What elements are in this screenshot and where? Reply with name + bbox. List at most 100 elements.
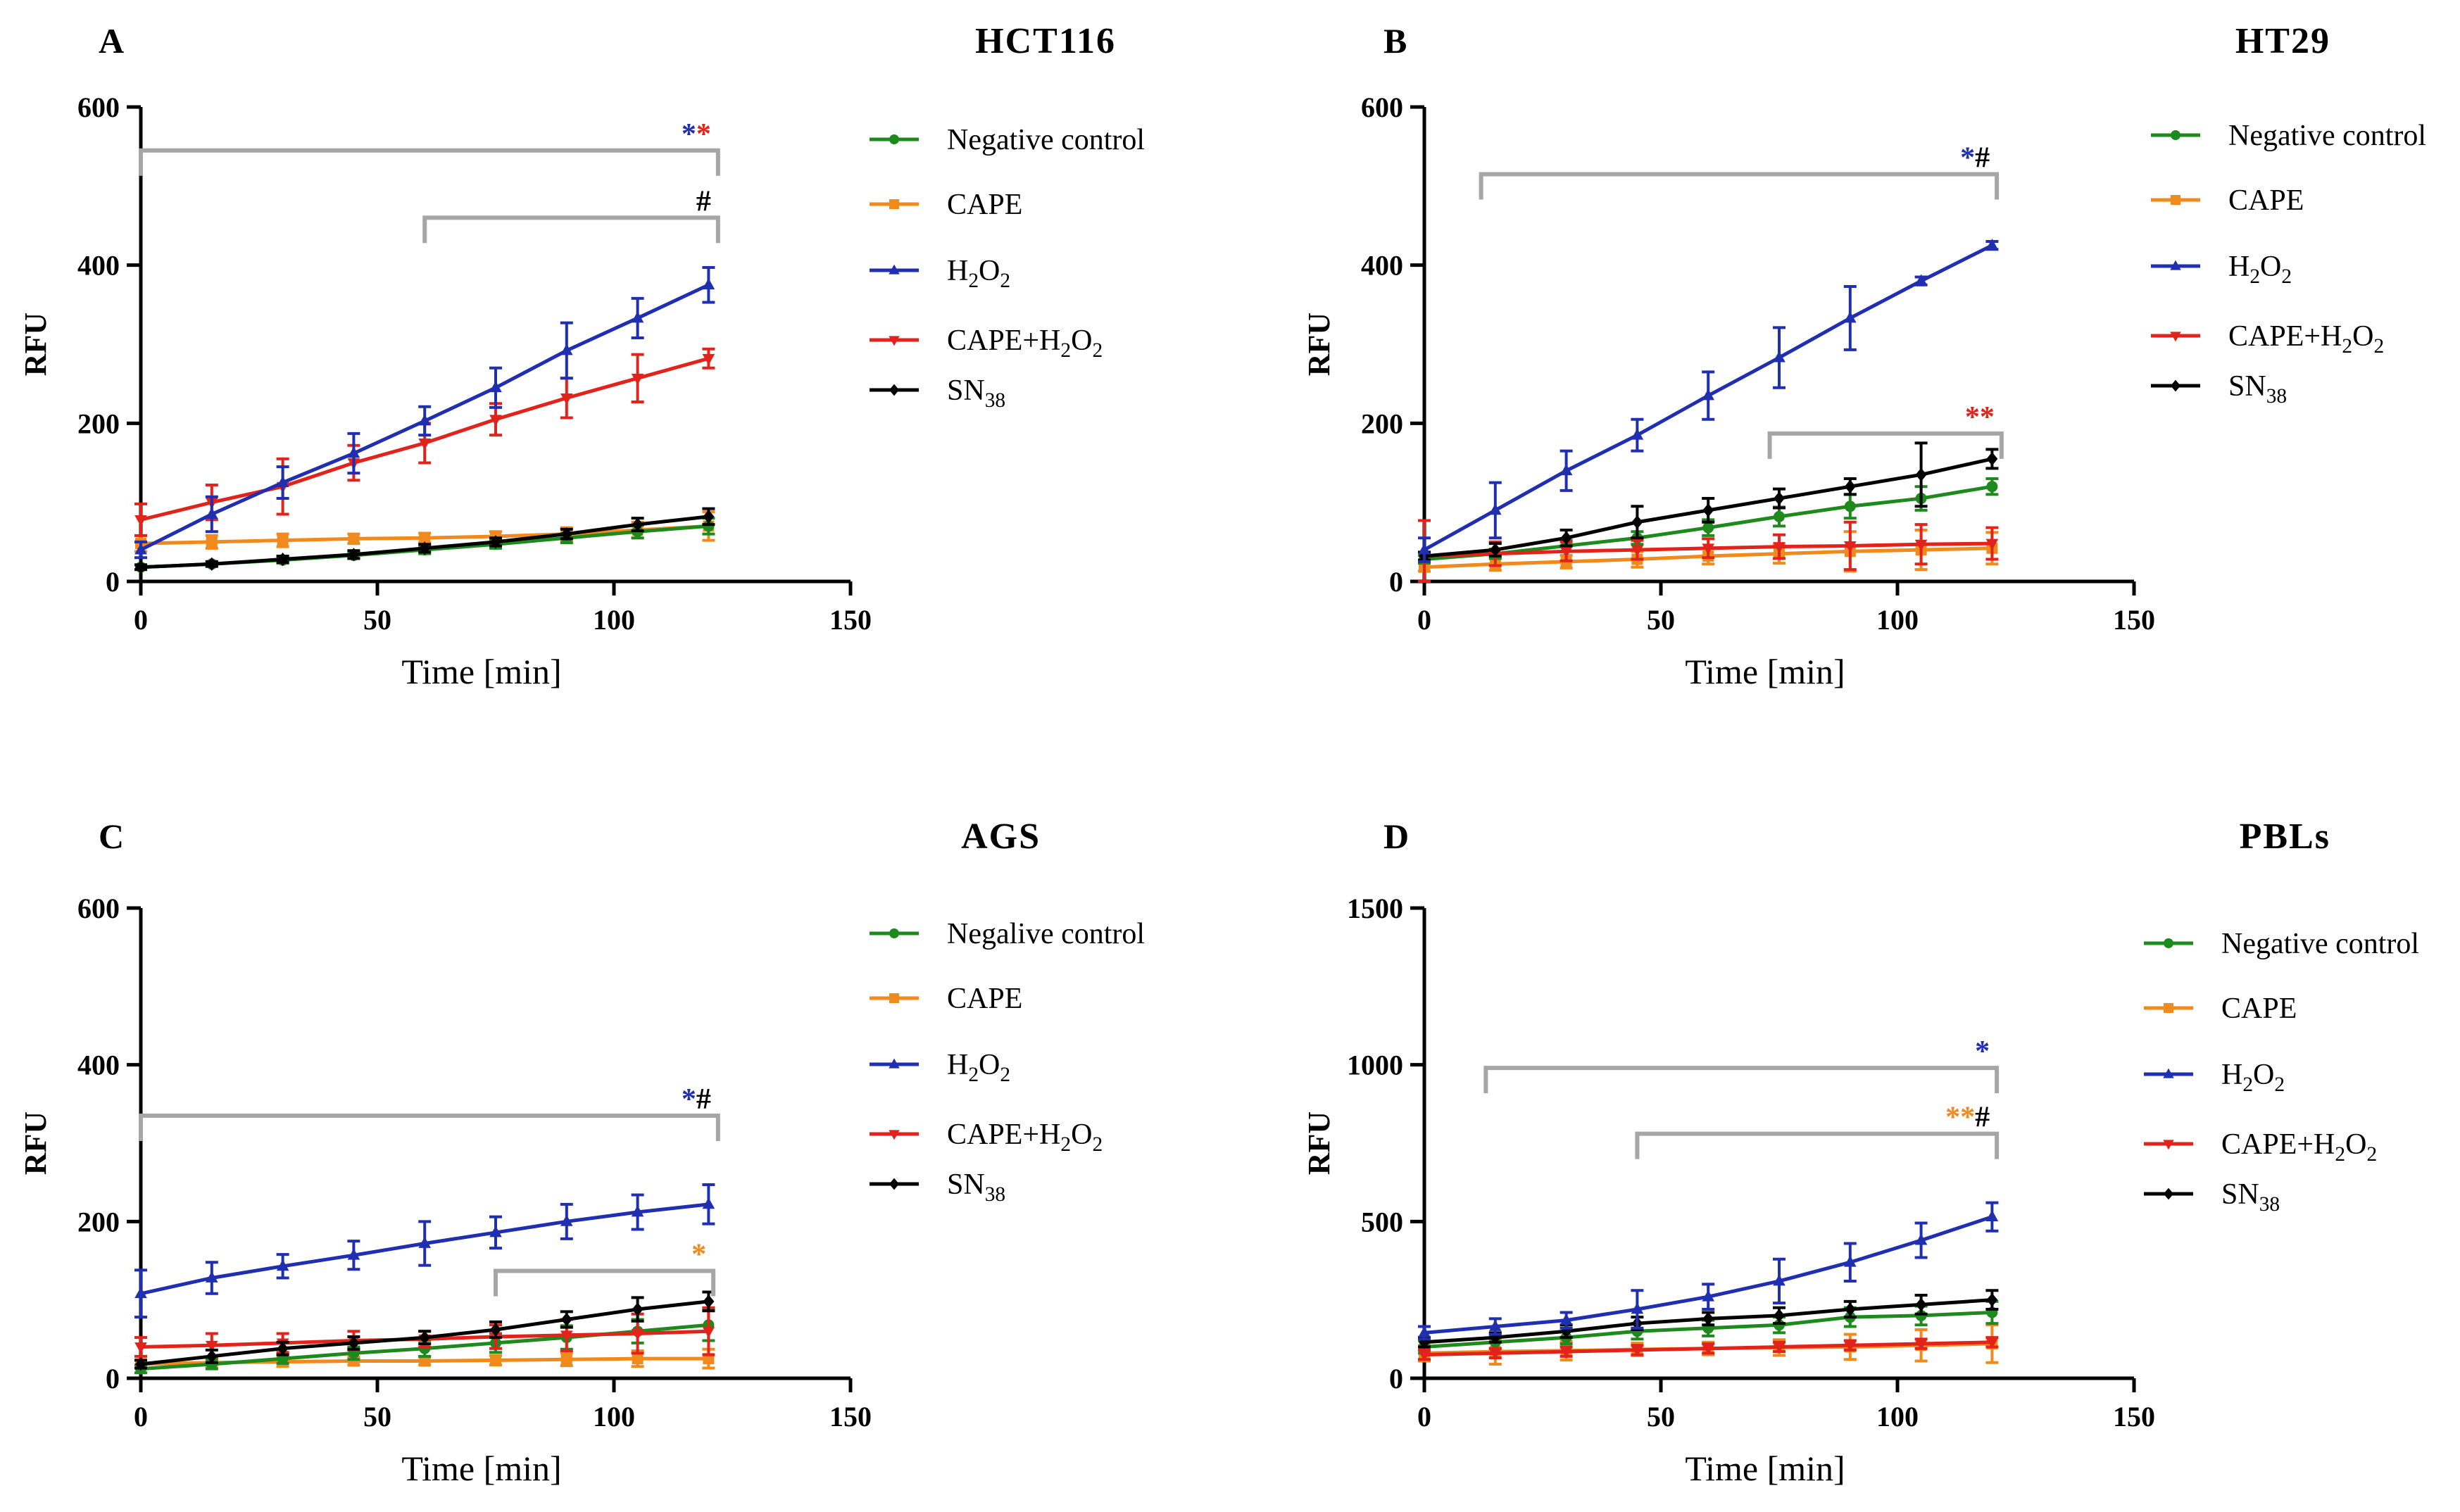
legend-label: Negative control: [2228, 120, 2426, 152]
triangle-marker: [206, 507, 218, 519]
triangle-marker: [560, 1214, 573, 1226]
triangle-down-marker: [1985, 538, 1999, 550]
triangle-marker: [2163, 1068, 2174, 1078]
triangle-marker: [1702, 1290, 1714, 1302]
circle-marker: [2171, 130, 2180, 140]
diamond-marker: [1702, 1311, 1714, 1325]
diamond-marker: [1631, 515, 1643, 529]
subscript-digit: 2: [2342, 335, 2352, 358]
significance-marks: *#: [682, 1083, 711, 1116]
label-text: O: [1071, 1119, 1092, 1151]
square-marker: [348, 533, 360, 545]
x-tick-label: 50: [363, 1401, 391, 1432]
label-text: CAPE: [947, 983, 1022, 1015]
diamond-marker: [1986, 1293, 1998, 1307]
triangle-marker: [702, 1197, 715, 1209]
y-tick-label: 200: [77, 1206, 120, 1237]
significance-mark: #: [1975, 1102, 1990, 1134]
significance-marks: *: [1975, 1035, 1990, 1068]
x-axis-label: Time [min]: [401, 652, 561, 691]
diamond-marker: [419, 1330, 431, 1344]
y-tick-label: 0: [106, 566, 120, 598]
square-marker: [889, 993, 899, 1003]
significance-bracket: **: [139, 118, 720, 176]
label-text: SN: [947, 374, 985, 407]
triangle-marker: [1773, 1274, 1786, 1286]
significance-mark: **: [1965, 401, 1995, 434]
diamond-marker: [1774, 1309, 1785, 1323]
significance-mark: **: [1945, 1102, 1975, 1134]
subscript-digit: 38: [985, 1183, 1005, 1206]
legend-item-cape-h2o2: CAPE+H2​O2​: [870, 325, 1103, 362]
triangle-marker: [889, 1058, 900, 1069]
legend-label: H2​O2​: [947, 1049, 1010, 1086]
square-marker: [206, 536, 218, 548]
legend-label: H2​O2​: [2221, 1059, 2285, 1096]
y-tick-label: 200: [1361, 408, 1403, 439]
triangle-marker: [1844, 311, 1857, 323]
legend-item-h2o2: H2​O2​: [2144, 1059, 2285, 1096]
significance-bracket: *: [494, 1238, 716, 1297]
circle-marker: [1774, 510, 1785, 522]
triangle-down-marker: [1560, 1347, 1573, 1359]
significance-bracket: **#: [1635, 1102, 2000, 1159]
diamond-marker: [703, 510, 715, 524]
triangle-marker: [1631, 428, 1644, 440]
legend: Negative control CAPE H2​O2​ CAPE+H2​O2​ SN3…: [2144, 928, 2419, 1216]
label-text: H: [2228, 251, 2249, 283]
triangle-down-marker: [1914, 539, 1928, 551]
triangle-down-marker: [560, 393, 573, 405]
y-tick-label: 400: [1361, 250, 1403, 282]
subscript-digit: 2: [2274, 1073, 2285, 1096]
diamond-marker: [490, 1323, 501, 1337]
triangle-marker: [347, 1248, 360, 1260]
bracket-line: [139, 148, 720, 176]
x-tick-label: 50: [1647, 604, 1675, 636]
triangle-marker: [489, 1226, 502, 1237]
triangle-marker: [489, 381, 502, 393]
series-sn38: [134, 507, 715, 574]
legend-label: Negative control: [2221, 928, 2419, 960]
diamond-marker: [348, 548, 360, 562]
label-text: O: [2345, 1128, 2366, 1161]
subscript-digit: 2: [1000, 270, 1010, 292]
bracket-line: [1483, 1066, 2000, 1094]
legend-label: CAPE+H2​O2​: [2221, 1128, 2377, 1166]
diamond-marker: [490, 535, 501, 549]
significance-mark: #: [696, 185, 711, 218]
legend: Negative control CAPE H2​O2​ CAPE+H2​O2​ SN3…: [870, 124, 1145, 412]
legend-item-cape-h2o2: CAPE+H2​O2​: [2151, 320, 2384, 358]
triangle-down-marker: [1418, 1350, 1431, 1362]
circle-marker: [1844, 500, 1856, 512]
subscript-digit: 2: [2242, 1073, 2253, 1096]
diamond-marker: [277, 552, 289, 567]
triangle-marker: [1560, 1313, 1573, 1325]
y-tick-label: 0: [1389, 1363, 1403, 1394]
triangle-marker: [1631, 1302, 1644, 1314]
diamond-marker: [1489, 543, 1501, 557]
legend-label: SN38​: [947, 1168, 1005, 1206]
x-tick-label: 0: [1417, 1401, 1431, 1432]
panel-letter: C: [99, 817, 124, 856]
subscript-digit: 2: [1060, 339, 1071, 362]
triangle-marker: [276, 1259, 289, 1271]
triangle-down-marker: [1844, 1340, 1857, 1352]
square-marker: [419, 1355, 431, 1367]
significance-bracket: *: [1483, 1035, 2000, 1094]
label-text: H: [947, 255, 968, 287]
triangle-down-marker: [702, 1326, 715, 1338]
circle-marker: [1986, 481, 1998, 493]
square-marker: [419, 532, 431, 544]
chart-title: HT29: [2235, 21, 2330, 61]
x-tick-label: 100: [1876, 1401, 1919, 1432]
triangle-marker: [1702, 389, 1714, 401]
triangle-down-marker: [489, 415, 502, 427]
y-axis-label: RFU: [1302, 1111, 1336, 1175]
subscript-digit: 38: [2259, 1193, 2280, 1216]
triangle-down-marker: [134, 515, 147, 527]
legend-item-cape-h2o2: CAPE+H2​O2​: [870, 1119, 1103, 1156]
label-text: O: [979, 1049, 1000, 1081]
x-tick-label: 0: [1417, 604, 1431, 636]
